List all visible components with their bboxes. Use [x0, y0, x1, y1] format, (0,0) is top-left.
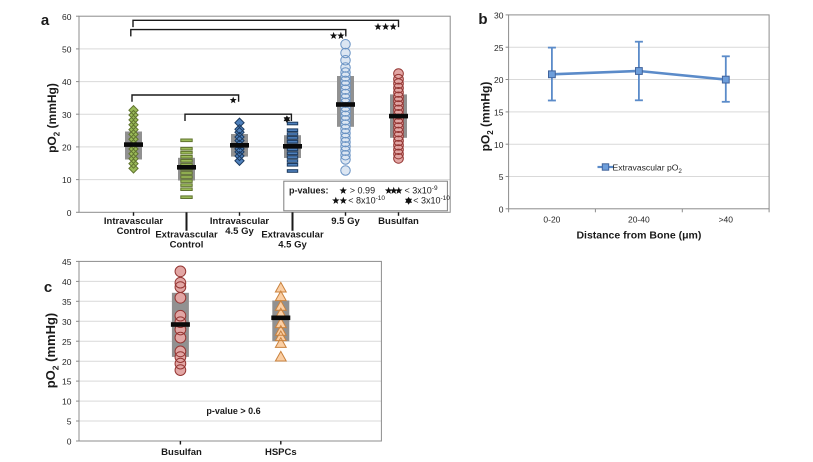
svg-text:20: 20 [62, 357, 72, 367]
svg-text:< 8x10-10: < 8x10-10 [348, 195, 385, 206]
svg-text:Control: Control [117, 226, 151, 237]
svg-text:pO2 (mmHg): pO2 (mmHg) [43, 313, 61, 389]
svg-text:60: 60 [62, 12, 72, 22]
svg-text:Extravascular: Extravascular [155, 230, 218, 241]
svg-text:Control: Control [170, 239, 204, 250]
svg-text:0: 0 [499, 204, 504, 214]
svg-text:p-value > 0.6: p-value > 0.6 [206, 406, 260, 416]
svg-text:c: c [44, 279, 52, 296]
svg-text:40: 40 [62, 277, 72, 287]
svg-text:pO2 (mmHg): pO2 (mmHg) [45, 83, 62, 153]
svg-text:20-40: 20-40 [628, 215, 650, 225]
svg-text:40: 40 [62, 77, 72, 87]
svg-text:HSPCs: HSPCs [265, 447, 297, 458]
svg-text:5: 5 [67, 417, 72, 427]
svg-text:Busulfan: Busulfan [161, 447, 202, 458]
svg-text:30: 30 [494, 11, 504, 21]
svg-text:25: 25 [62, 337, 72, 347]
svg-text:0: 0 [67, 208, 72, 218]
svg-text:10: 10 [62, 175, 72, 185]
svg-text:20: 20 [494, 75, 504, 85]
svg-text:50: 50 [62, 44, 72, 54]
svg-text:b: b [478, 11, 487, 28]
svg-text:10: 10 [494, 140, 504, 150]
svg-text:Distance from Bone (μm): Distance from Bone (μm) [576, 229, 701, 241]
svg-text:35: 35 [62, 297, 72, 307]
svg-text:p-values:: p-values: [289, 186, 329, 196]
svg-text:Extravascular: Extravascular [261, 230, 324, 241]
svg-text:< 3x10-10: < 3x10-10 [413, 195, 450, 206]
svg-text:Intravascular: Intravascular [210, 216, 269, 227]
svg-text:9.5 Gy: 9.5 Gy [331, 216, 360, 227]
svg-text:4.5 Gy: 4.5 Gy [278, 239, 307, 250]
svg-text:20: 20 [62, 143, 72, 153]
svg-text:5: 5 [499, 172, 504, 182]
svg-text:10: 10 [62, 397, 72, 407]
svg-text:0: 0 [67, 437, 72, 447]
svg-text:30: 30 [62, 317, 72, 327]
svg-text:15: 15 [494, 107, 504, 117]
svg-text:Extravascular pO2: Extravascular pO2 [613, 162, 683, 175]
svg-text:Intravascular: Intravascular [104, 216, 163, 227]
svg-text:< 3x10-9: < 3x10-9 [405, 185, 438, 196]
svg-text:45: 45 [62, 257, 72, 267]
svg-text:4.5 Gy: 4.5 Gy [225, 226, 254, 237]
svg-text:> 0.99: > 0.99 [350, 186, 375, 196]
svg-text:30: 30 [62, 110, 72, 120]
svg-text:a: a [41, 12, 50, 29]
svg-text:25: 25 [494, 43, 504, 53]
svg-text:0-20: 0-20 [543, 215, 560, 225]
svg-text:>40: >40 [719, 215, 734, 225]
svg-text:Busulfan: Busulfan [378, 216, 419, 227]
svg-text:15: 15 [62, 377, 72, 387]
svg-text:pO2 (mmHg): pO2 (mmHg) [479, 82, 496, 152]
